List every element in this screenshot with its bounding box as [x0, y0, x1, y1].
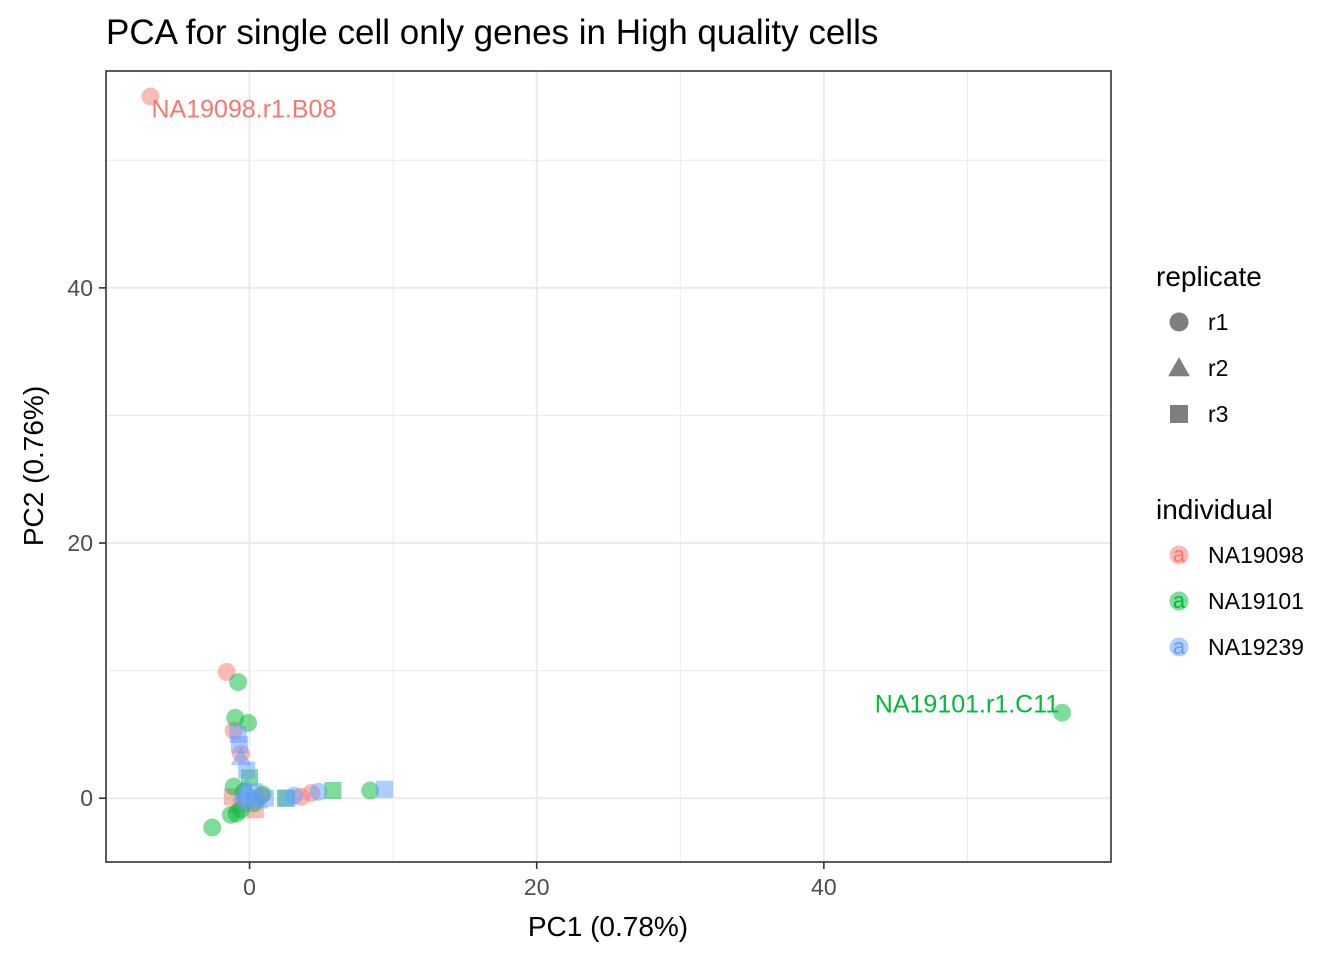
legend-item-label: NA19098 — [1208, 542, 1304, 568]
legend-replicate: replicate r1 r2 r3 — [1156, 261, 1262, 427]
data-points — [141, 87, 1072, 837]
point-annotation: NA19098.r1.B08 — [152, 96, 337, 124]
legend-individual: individual a NA19098 a NA19101 a NA19239 — [1156, 494, 1304, 660]
plot-background — [106, 71, 1111, 862]
y-tick-label: 40 — [67, 275, 93, 301]
data-point-na19239 — [230, 747, 252, 766]
data-point-na19239 — [230, 736, 249, 754]
data-point-na19101 — [361, 781, 380, 800]
legend: replicate r1 r2 r3 individual a NA19098 a NA1910… — [1156, 261, 1304, 660]
legend-key-point — [1169, 637, 1189, 657]
data-point-na19239 — [238, 761, 256, 779]
legend-item-label: NA19101 — [1208, 588, 1304, 614]
data-point-na19239 — [309, 782, 328, 801]
legend-title: replicate — [1156, 261, 1262, 292]
point-annotation: NA19101.r1.C11 — [875, 691, 1059, 719]
x-axis-ticks: 0 20 40 — [243, 862, 837, 900]
legend-key-triangle — [1168, 357, 1190, 377]
x-tick-label: 0 — [243, 874, 256, 900]
x-axis-title: PC1 (0.78%) — [528, 911, 688, 942]
data-point-na19098 — [141, 87, 160, 106]
plot-panel: NA19098.r1.B08 NA19101.r1.C11 — [105, 70, 1112, 863]
y-axis-title: PC2 (0.76%) — [18, 386, 49, 546]
y-tick-label: 0 — [80, 785, 93, 811]
legend-item-label: r1 — [1208, 309, 1228, 335]
legend-key-glyph: a — [1173, 588, 1186, 613]
x-tick-label: 20 — [524, 874, 550, 900]
x-tick-label: 40 — [811, 874, 837, 900]
point-annotations: NA19098.r1.B08 NA19101.r1.C11 — [152, 96, 1060, 719]
data-point-na19239 — [375, 780, 394, 798]
legend-key-square — [1169, 404, 1189, 424]
data-point-na19239 — [256, 789, 274, 807]
legend-key-point — [1169, 545, 1189, 565]
legend-title: individual — [1156, 494, 1273, 525]
legend-key-glyph: a — [1173, 542, 1186, 567]
data-point-na19101 — [229, 673, 248, 692]
legend-key-point — [1169, 591, 1189, 611]
legend-item-label: NA19239 — [1208, 634, 1304, 660]
plot-border — [105, 70, 1112, 863]
y-axis-ticks: 0 20 40 — [67, 275, 106, 811]
legend-item-label: r2 — [1208, 355, 1228, 381]
data-point-na19101 — [203, 818, 222, 837]
legend-key-glyph: a — [1173, 634, 1186, 659]
data-point-na19101 — [324, 782, 342, 800]
minor-gridlines — [105, 71, 1111, 862]
data-point-na19098 — [217, 662, 236, 681]
legend-key-circle — [1169, 312, 1189, 332]
data-point-na19239 — [285, 786, 304, 805]
data-point-na19101 — [1053, 703, 1072, 722]
y-tick-label: 20 — [67, 530, 93, 556]
legend-item-label: r3 — [1208, 401, 1228, 427]
chart-title: PCA for single cell only genes in High q… — [106, 13, 878, 52]
